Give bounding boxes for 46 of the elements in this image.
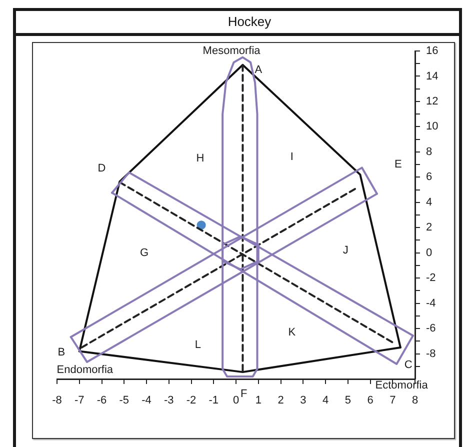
text: F: [240, 388, 248, 400]
y-tick-label: 2: [426, 222, 432, 234]
x-tick-label: 1: [255, 394, 262, 407]
x-tick-label: 3: [300, 394, 306, 407]
x-tick-label: -1: [208, 394, 219, 407]
annotation: Mesomorfia: [202, 45, 262, 58]
y-tick-label: 10: [426, 120, 438, 133]
y-tick-label: 12: [426, 95, 438, 108]
chart-title: Hockey: [228, 14, 272, 29]
annotation: D: [98, 162, 106, 174]
text: Ectomorfia: [375, 379, 429, 392]
annotation: G: [140, 246, 149, 259]
y-tick-label: -6: [426, 322, 436, 335]
annotation: L: [194, 338, 202, 351]
x-tick-label: 7: [390, 394, 396, 407]
y-tick-label: -2: [426, 272, 436, 284]
annotation: I: [290, 150, 294, 163]
x-tick-label: -8: [52, 394, 62, 407]
y-tick-label: -4: [426, 297, 436, 310]
annotation: C: [404, 359, 412, 372]
y-tick-label: 16: [426, 45, 438, 58]
x-tick-label: -3: [164, 394, 174, 407]
x-tick-label: -6: [96, 394, 107, 407]
annotation: Endomorfia: [56, 364, 114, 376]
y-tick-label: 0: [426, 246, 432, 259]
x-tick-label: 6: [367, 394, 374, 407]
x-tick-label: -7: [74, 394, 84, 407]
annotation: K: [288, 326, 296, 338]
y-tick-label: 4: [426, 196, 432, 208]
y-tick-label: 6: [426, 171, 432, 184]
x-tick-label: 4: [322, 394, 329, 407]
x-tick-label: -2: [186, 394, 196, 407]
x-tick-label: -4: [142, 394, 152, 407]
y-tick-label: 14: [426, 70, 438, 82]
annotation: A: [254, 64, 263, 76]
annotation: H: [196, 152, 204, 164]
y-tick-label: -8: [426, 348, 436, 360]
x-tick-label: 0: [232, 394, 240, 407]
annotation: B: [58, 346, 66, 359]
y-tick-label: 8: [426, 146, 432, 158]
annotation: J: [342, 244, 348, 256]
x-tick-label: -5: [119, 394, 130, 407]
x-tick-label: 5: [344, 394, 351, 407]
x-tick-label: 2: [278, 394, 284, 407]
x-tick-label: 8: [412, 394, 418, 407]
annotation: E: [394, 158, 402, 171]
